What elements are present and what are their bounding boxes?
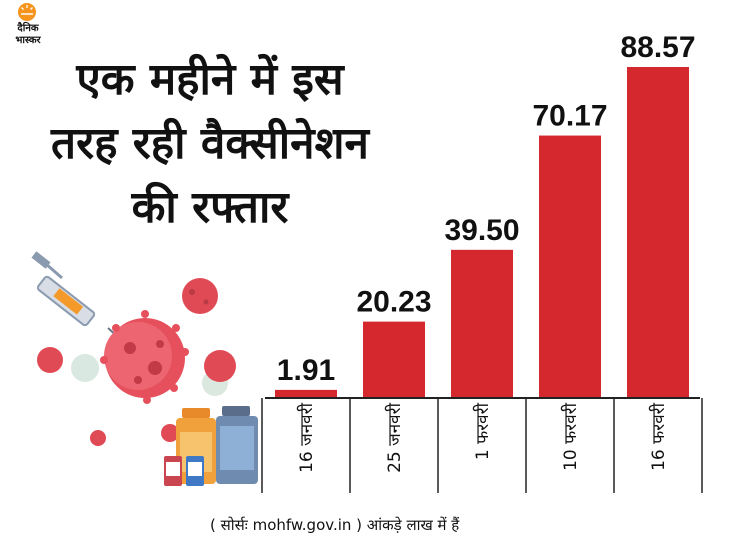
value-labels-group: 1.91 20.23 39.50 70.17 88.57 [277, 31, 696, 387]
bar-2 [363, 321, 425, 397]
virus-icon [37, 278, 236, 446]
category-labels-group: 16 जनवरी 25 जनवरी 1 फरवरी 10 फरवरी 16 फरवरी [261, 398, 703, 493]
logo-text-line-1: दैनिक [17, 23, 39, 34]
vaccine-vials-icon [164, 406, 258, 486]
bar-5 [627, 67, 689, 397]
sun-icon [18, 3, 36, 21]
value-label-3: 39.50 [444, 214, 519, 247]
category-label-4: 10 फरवरी [560, 402, 581, 471]
source-note: ( सोर्सः mohfw.gov.in ) आंकड़े लाख में ह… [210, 516, 460, 534]
vaccination-illustration [31, 251, 258, 486]
value-label-5: 88.57 [620, 31, 695, 64]
category-label-3: 1 फरवरी [472, 402, 493, 460]
category-label-1: 16 जनवरी [296, 402, 317, 472]
title-line-1: एक महीने में इस [76, 54, 344, 105]
bar-4 [539, 135, 601, 397]
value-label-4: 70.17 [532, 100, 607, 133]
title-line-3: की रफ्तार [131, 182, 289, 233]
bar-1 [275, 389, 337, 397]
category-label-5: 16 फरवरी [648, 402, 669, 471]
category-label-2: 25 जनवरी [384, 402, 405, 472]
dainik-bhaskar-logo: दैनिक भास्कर [2, 2, 54, 48]
chart-title: एक महीने में इस तरह रही वैक्सीनेशन की रफ… [40, 48, 380, 240]
logo-text-line-2: भास्कर [15, 35, 41, 46]
bars-group [275, 67, 689, 397]
value-label-2: 20.23 [356, 286, 431, 319]
value-label-1: 1.91 [277, 354, 335, 387]
bar-3 [451, 249, 513, 397]
title-line-2: तरह रही वैक्सीनेशन [51, 118, 369, 169]
